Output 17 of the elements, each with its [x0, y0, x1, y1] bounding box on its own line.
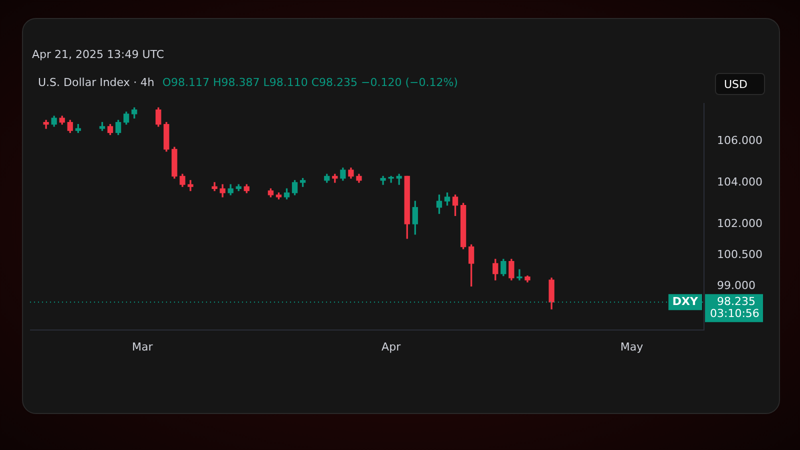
candlestick [516, 269, 522, 280]
ref-line-label: DXY [672, 294, 700, 308]
x-tick-label: Mar [132, 340, 154, 354]
y-tick-label: 104.000 [717, 175, 762, 188]
y-tick-label: 98.235 [717, 294, 756, 308]
candlestick [388, 176, 394, 183]
y-tick-label: 100.500 [717, 248, 762, 261]
y-tick-label: 106.000 [717, 134, 762, 147]
text: O98.117 H98.387 L98.110 C98.235 −0.120 (−0.12%) [162, 76, 458, 89]
text: Apr 21, 2025 13:49 UTC [32, 48, 164, 61]
y-tick-label: 102.000 [717, 216, 762, 230]
x-tick-label: Apr [382, 340, 402, 354]
chart-title: U.S. Dollar Index · 4h [38, 76, 154, 89]
y-tick-label: 99.000 [717, 279, 756, 292]
x-tick-label: May [620, 340, 644, 354]
text: 03:10:56 [710, 306, 760, 320]
text: USD [715, 73, 765, 95]
